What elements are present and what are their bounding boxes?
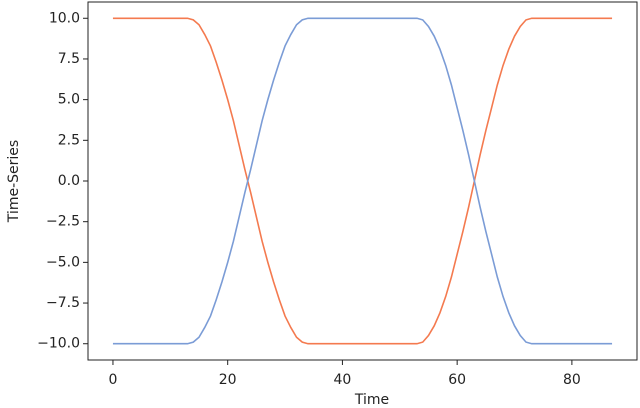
x-tick-label: 20 (219, 372, 237, 388)
y-tick-label: 2.5 (58, 132, 80, 148)
y-tick-label: −5.0 (46, 254, 80, 270)
y-tick-label: 7.5 (58, 51, 80, 67)
y-tick-label: −7.5 (46, 295, 80, 311)
x-tick-label: 60 (448, 372, 466, 388)
x-tick-label: 0 (108, 372, 117, 388)
x-tick-label: 80 (563, 372, 581, 388)
y-tick-label: 0.0 (58, 173, 80, 189)
x-axis-label: Time (354, 392, 389, 408)
y-tick-label: −10.0 (37, 336, 80, 352)
series-line (112, 17, 613, 345)
y-tick-label: 10.0 (49, 10, 80, 26)
y-axis-label: Time-Series (6, 140, 22, 223)
y-tick-label: 5.0 (58, 92, 80, 108)
y-tick-label: −2.5 (46, 214, 80, 230)
series-line (112, 17, 613, 345)
x-tick-label: 40 (334, 372, 352, 388)
plot-frame (87, 1, 638, 361)
